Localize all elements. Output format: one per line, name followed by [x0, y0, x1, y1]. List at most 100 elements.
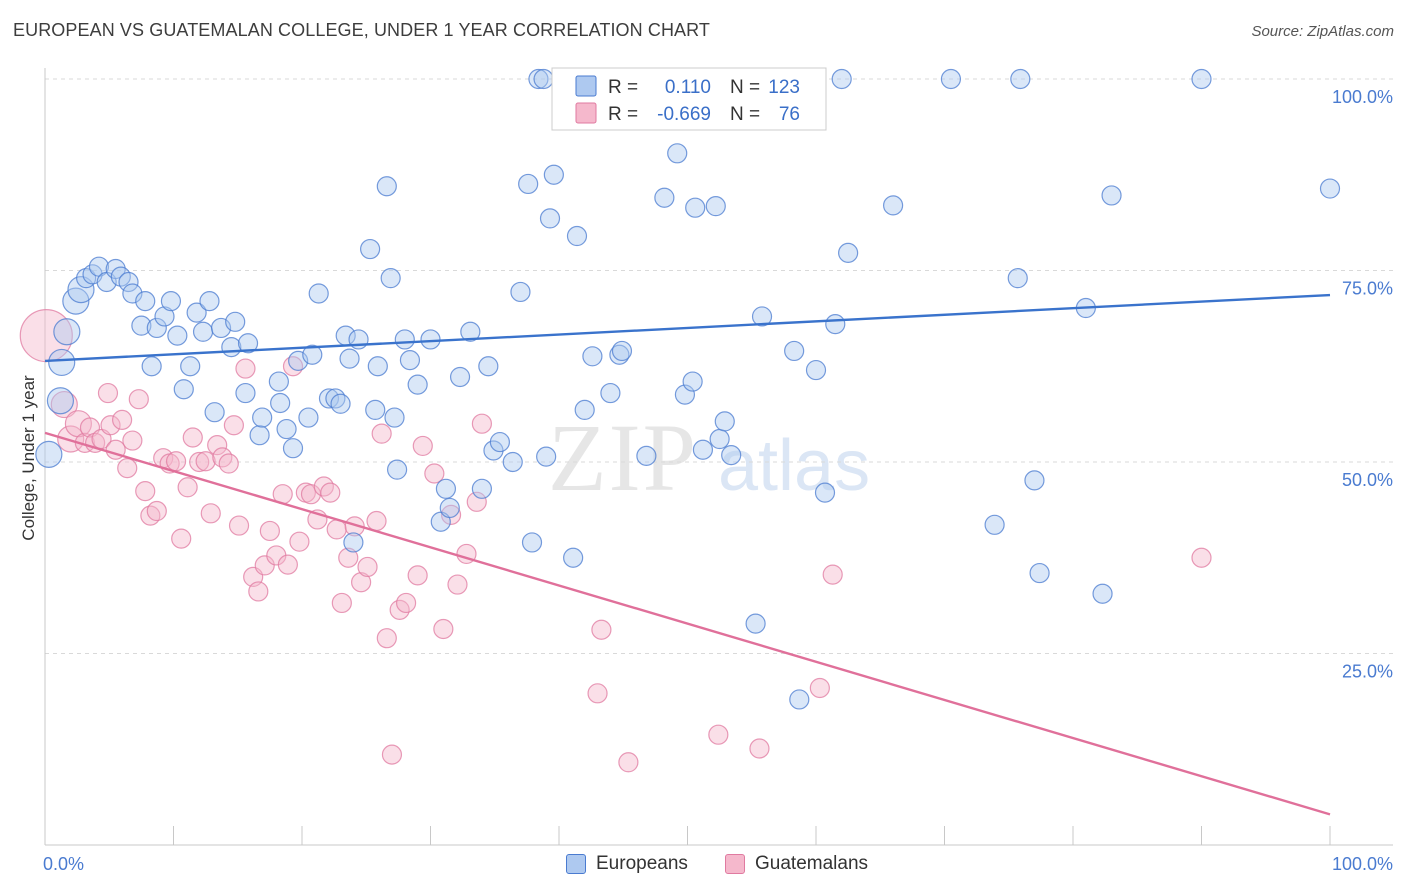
legend-item-guatemalans[interactable]: Guatemalans — [725, 852, 868, 876]
european-point — [35, 440, 63, 468]
european-point — [449, 366, 471, 388]
european-point — [204, 402, 225, 423]
europeans-legend-label: Europeans — [596, 853, 688, 874]
european-point — [654, 187, 675, 208]
guatemalan-point — [189, 451, 210, 473]
european-point — [173, 379, 194, 400]
trend-lines — [44, 293, 1331, 816]
european-point — [543, 164, 564, 185]
european-point — [268, 371, 289, 392]
guatemalan-point — [228, 515, 250, 536]
european-point — [221, 337, 242, 358]
x-tick-label-min: 0.0% — [43, 854, 84, 874]
european-point — [237, 333, 259, 354]
guatemalan-point — [277, 554, 298, 575]
guatemalans-n-value: 76 — [779, 104, 800, 125]
european-point — [249, 425, 270, 446]
european-point — [1007, 268, 1028, 289]
european-point — [636, 445, 657, 466]
european-point — [330, 393, 351, 414]
europeans-r-value: 0.110 — [665, 77, 711, 98]
guatemalan-point — [587, 683, 608, 704]
european-point — [940, 68, 962, 90]
european-point — [685, 197, 706, 218]
european-point — [192, 321, 214, 342]
x-tick-labels: 0.0% 100.0% — [43, 854, 1393, 874]
guatemalan-point — [235, 358, 256, 379]
european-point — [53, 318, 81, 346]
european-point — [439, 497, 460, 519]
guatemalans-n-label: N = — [730, 104, 760, 125]
guatemalans-r-label: R = — [608, 104, 638, 125]
european-point — [714, 411, 735, 432]
guatemalan-point — [1191, 547, 1212, 568]
stats-legend: R = 0.110 N = 123 R = -0.669 N = 76 — [551, 67, 827, 131]
guatemalan-point — [218, 453, 239, 474]
european-point — [386, 459, 408, 480]
european-point — [167, 325, 188, 346]
european-point — [563, 547, 584, 568]
y-tick-label: 25.0% — [1342, 662, 1393, 682]
european-point — [360, 238, 381, 260]
european-point — [805, 359, 827, 381]
guatemalans-stats-swatch — [575, 102, 597, 124]
guatemalan-point — [708, 724, 729, 745]
european-point — [407, 374, 428, 395]
european-point — [984, 514, 1005, 535]
guatemalan-point — [223, 415, 244, 436]
european-point — [343, 532, 364, 553]
european-point — [376, 176, 397, 197]
stats-legend-frame — [551, 67, 827, 131]
guatemalans-legend-swatch — [725, 854, 745, 874]
european-point — [1319, 178, 1341, 199]
europeans-stats-swatch — [575, 75, 597, 97]
guatemalan-point — [171, 528, 192, 549]
guatemalan-point — [100, 415, 121, 436]
guatemalan-point — [320, 482, 341, 503]
guatemalan-point — [165, 451, 187, 472]
european-point — [536, 446, 557, 467]
guatemalan-point — [207, 435, 228, 456]
data-points — [19, 68, 1341, 773]
european-point — [199, 291, 220, 312]
european-point — [46, 387, 75, 415]
european-point — [318, 388, 340, 409]
europeans-n-value: 123 — [768, 77, 800, 98]
european-point — [682, 371, 703, 392]
guatemalan-point — [412, 435, 433, 457]
guatemalan-point — [195, 451, 216, 472]
european-point — [478, 356, 499, 377]
guatemalan-point — [471, 413, 492, 434]
european-point — [609, 344, 630, 365]
european-point — [1029, 562, 1050, 584]
european-point — [180, 356, 201, 377]
guatemalan-point — [822, 564, 843, 585]
european-point — [420, 329, 441, 350]
guatemalan-point — [117, 458, 138, 479]
european-point — [67, 276, 95, 304]
guatemalan-point — [254, 555, 275, 576]
european-point — [1024, 470, 1045, 491]
european-point — [1101, 185, 1122, 206]
european-point — [154, 306, 175, 327]
european-point — [235, 382, 256, 404]
european-point — [528, 68, 549, 90]
european-point — [784, 340, 805, 362]
y-tick-label: 100.0% — [1332, 87, 1393, 107]
european-point — [521, 532, 543, 553]
guatemalan-point — [366, 510, 387, 532]
guatemalan-point — [407, 565, 428, 586]
guatemalan-point — [128, 389, 149, 410]
european-point — [721, 445, 742, 466]
guatemalan-point — [57, 425, 85, 453]
legend-item-europeans[interactable]: Europeans — [566, 852, 688, 876]
european-point — [435, 478, 457, 499]
guatemalan-point — [135, 481, 156, 502]
european-point — [122, 283, 143, 304]
europeans-n-label: N = — [730, 77, 760, 98]
european-point — [789, 689, 810, 710]
european-point — [582, 346, 603, 367]
guatemalan-point — [424, 463, 445, 484]
watermark-zip: ZIP — [548, 404, 698, 511]
guatemalan-point — [440, 504, 462, 525]
